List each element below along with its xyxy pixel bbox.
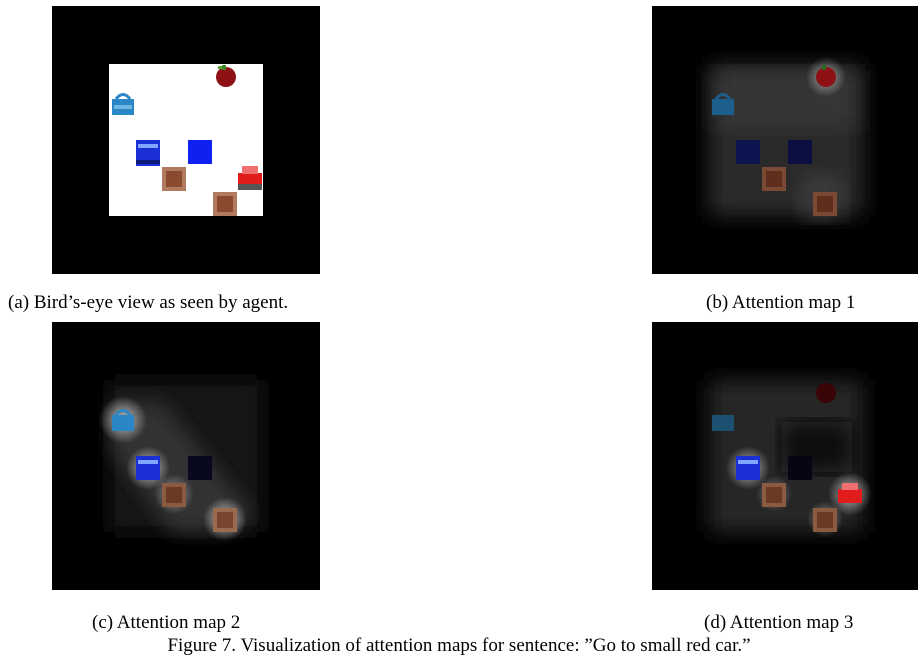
blue-block [188,140,212,164]
attention-map-3-svg [652,322,918,590]
red-car-icon [238,166,262,190]
crate-icon [213,508,237,532]
crate-icon [162,483,186,507]
panel-c-caption: (c) Attention map 2 [92,612,241,633]
crate-icon [762,167,786,191]
panel-b-caption: (b) Attention map 1 [706,292,856,313]
figure-caption: Figure 7. Visualization of attention map… [167,635,751,656]
blue-car-icon [736,140,760,164]
blue-block [788,140,812,164]
handbag-icon [712,93,734,115]
crate-icon [213,192,237,216]
apple-icon [816,383,836,403]
panel-b-attention-map-1 [652,6,918,274]
panel-a-birds-eye-view [52,6,320,274]
crate-icon [813,192,837,216]
apple-icon [216,65,236,87]
red-car-icon [838,483,862,503]
panel-d-attention-map-3 [652,322,918,590]
blue-block [188,456,212,480]
blue-car-icon [136,140,160,166]
birds-eye-svg [52,6,320,274]
blue-block [788,456,812,480]
handbag-icon [112,409,134,431]
blue-car-icon [136,456,160,480]
crate-icon [162,167,186,191]
panel-d-caption: (d) Attention map 3 [704,612,854,633]
crate-icon [813,508,837,532]
handbag-icon [112,93,134,115]
panel-c-attention-map-2 [52,322,320,590]
panel-a-caption: (a) Bird’s-eye view as seen by agent. [8,292,289,313]
handbag-icon [712,415,734,431]
arena [109,64,263,216]
apple-icon [816,65,836,87]
blue-car-icon [736,456,760,480]
attention-map-1-svg [652,6,918,274]
crate-icon [762,483,786,507]
attention-map-2-svg [52,322,320,590]
